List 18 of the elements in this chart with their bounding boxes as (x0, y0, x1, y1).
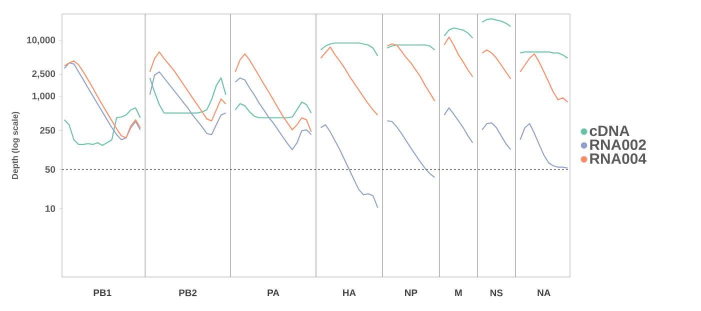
y-tick-label: 10 (46, 205, 56, 212)
x-tick-label: NA (538, 290, 550, 296)
y-tick-label: 50 (45, 166, 56, 173)
y-axis-title: Depth (log scale) (12, 112, 20, 180)
legend-label: RNA004 (590, 153, 646, 164)
x-tick-label: NP (405, 290, 418, 296)
x-tick-label: PA (268, 290, 280, 296)
x-tick-label: M (455, 290, 462, 296)
y-tick-label: 1,000 (32, 92, 56, 101)
x-tick-label: NS (490, 290, 503, 296)
y-tick-label: 250 (40, 127, 56, 134)
legend-label: cDNA (590, 126, 630, 136)
y-tick-label: 10,000 (27, 36, 56, 45)
x-tick-label: PB1 (94, 290, 112, 296)
y-tick-label: 2,500 (32, 70, 56, 78)
x-tick-label: PB2 (179, 290, 197, 296)
x-tick-label: HA (343, 290, 356, 296)
legend-label: RNA002 (590, 139, 646, 150)
